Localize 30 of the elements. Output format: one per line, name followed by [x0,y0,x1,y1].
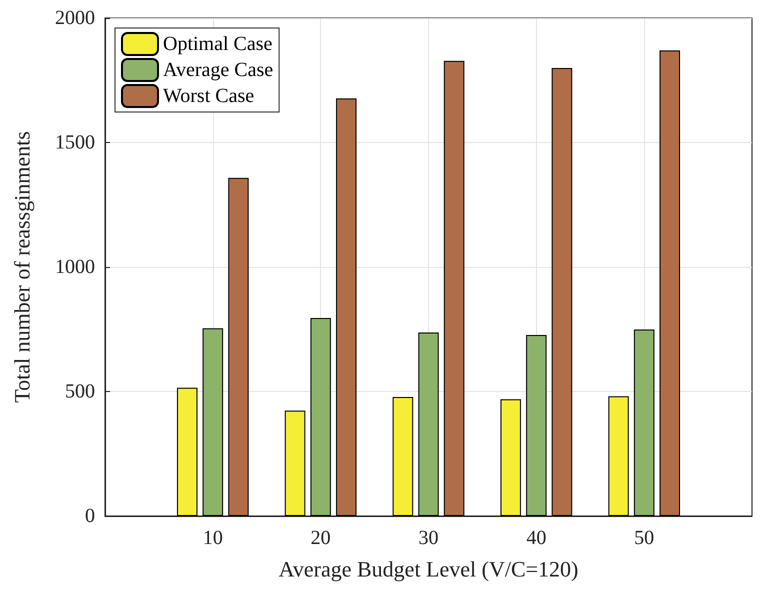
bar [634,330,654,516]
x-axis-title: Average Budget Level (V/C=120) [278,556,578,582]
bar [202,328,224,516]
y-tick-label: 2000 [55,7,95,29]
x-tick-label: 50 [634,527,654,549]
y-tick-label: 1000 [55,256,95,278]
bar [444,60,464,516]
bar [660,50,680,516]
x-tick-label: 10 [202,527,223,549]
bar [392,396,414,516]
legend-label: Optimal Case [163,33,273,55]
bar [500,399,521,516]
y-tick-label: 0 [85,505,95,527]
x-tick-label: 30 [418,527,438,549]
legend-label: Average Case [163,59,274,81]
y-tick-label: 1500 [55,132,95,154]
y-tick-label: 500 [65,380,95,402]
legend-label: Worst Case [163,85,254,107]
bar [284,410,306,516]
bar [336,98,357,516]
bar [552,68,572,516]
bar [176,388,198,516]
x-tick-label: 20 [310,527,331,549]
y-axis-title: Total number of reassginments [10,131,34,403]
bar [418,332,439,516]
bar [608,396,629,516]
bar [310,318,331,516]
bar [526,334,547,516]
x-tick-label: 40 [526,527,546,549]
bar [228,178,249,516]
